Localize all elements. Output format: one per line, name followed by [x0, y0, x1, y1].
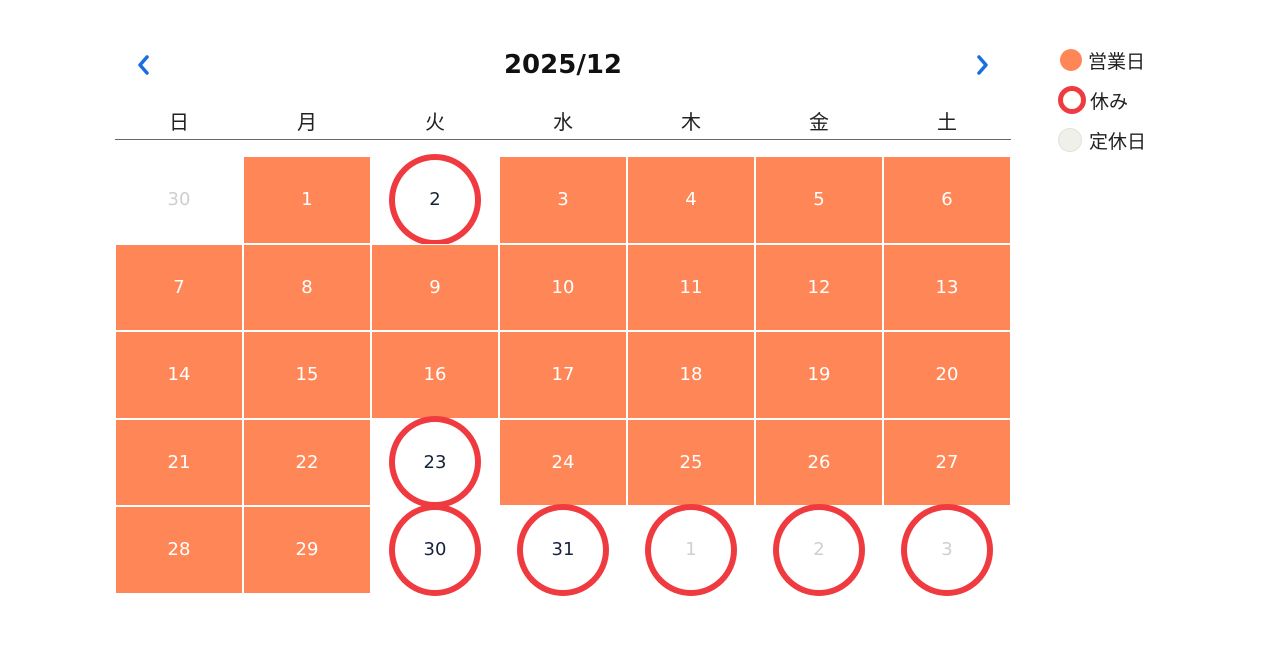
day-cell-open[interactable]: 14	[115, 331, 243, 419]
weekday-tue: 火	[425, 110, 445, 134]
day-cell-closed[interactable]: 23	[371, 416, 499, 508]
day-cell-closed[interactable]: 30	[371, 503, 499, 596]
day-number: 2	[813, 539, 825, 561]
day-number: 19	[807, 364, 831, 386]
legend-closed-label: 休み	[1090, 90, 1129, 113]
day-number: 10	[551, 276, 575, 298]
legend-item-regular-holiday: 定休日	[1058, 120, 1146, 160]
day-number: 7	[173, 276, 185, 298]
legend-regular-holiday-label: 定休日	[1089, 130, 1147, 153]
day-cell-open[interactable]: 6	[883, 156, 1011, 244]
day-number: 14	[167, 364, 191, 386]
calendar-header: 2025/12	[115, 40, 1011, 90]
day-cell-open[interactable]: 20	[883, 331, 1011, 419]
day-number: 16	[423, 364, 447, 386]
chevron-right-icon	[977, 55, 988, 75]
day-number: 18	[679, 364, 703, 386]
weekday-sun: 日	[169, 110, 189, 134]
day-number: 17	[551, 364, 575, 386]
day-number: 30	[167, 189, 191, 211]
day-cell-open[interactable]: 18	[627, 331, 755, 419]
day-number: 6	[941, 189, 953, 211]
day-number: 31	[551, 539, 575, 561]
legend: 営業日 休み 定休日	[1058, 40, 1146, 160]
day-cell-other[interactable]: 30	[115, 156, 243, 244]
day-cell-open[interactable]: 25	[627, 418, 755, 506]
day-number: 1	[685, 539, 697, 561]
day-cell-open[interactable]: 19	[755, 331, 883, 419]
day-number: 30	[423, 539, 447, 561]
day-number: 20	[935, 364, 959, 386]
day-number: 27	[935, 451, 959, 473]
day-cell-open[interactable]: 29	[243, 506, 371, 594]
chevron-left-icon	[138, 55, 149, 75]
day-number: 11	[679, 276, 703, 298]
day-cell-open[interactable]: 8	[243, 243, 371, 331]
day-cell-other-closed[interactable]: 1	[627, 503, 755, 596]
day-cell-open[interactable]: 1	[243, 156, 371, 244]
day-number: 29	[295, 539, 319, 561]
day-cell-open[interactable]: 9	[371, 243, 499, 331]
day-cell-open[interactable]: 10	[499, 243, 627, 331]
day-cell-open[interactable]: 24	[499, 418, 627, 506]
calendar-grid: 30 1 2 3 4 5 6 7 8 9 10 11 12 13 14 15 16 17 18 19 20 21 22 23 2…	[115, 153, 1011, 596]
weekday-mon: 月	[297, 110, 317, 134]
legend-item-closed: 休み	[1058, 80, 1146, 120]
day-number: 13	[935, 276, 959, 298]
day-cell-open[interactable]: 28	[115, 506, 243, 594]
day-number: 2	[429, 189, 441, 211]
day-number: 5	[813, 189, 825, 211]
day-number: 28	[167, 539, 191, 561]
day-number: 25	[679, 451, 703, 473]
day-number: 4	[685, 189, 697, 211]
day-cell-open[interactable]: 13	[883, 243, 1011, 331]
weekday-fri: 金	[809, 110, 829, 134]
weekday-header: 日 月 火 水 木 金 土	[115, 105, 1011, 140]
next-month-button[interactable]	[963, 48, 1003, 82]
day-number: 3	[557, 189, 569, 211]
day-number: 23	[423, 451, 447, 473]
day-cell-open[interactable]: 22	[243, 418, 371, 506]
day-number: 15	[295, 364, 319, 386]
day-cell-other-closed[interactable]: 2	[755, 503, 883, 596]
closed-day-ring-icon	[1058, 86, 1086, 114]
day-number: 9	[429, 276, 441, 298]
regular-holiday-swatch-icon	[1058, 128, 1082, 152]
day-number: 12	[807, 276, 831, 298]
day-number: 26	[807, 451, 831, 473]
day-cell-open[interactable]: 3	[499, 156, 627, 244]
day-cell-open[interactable]: 16	[371, 331, 499, 419]
day-cell-open[interactable]: 12	[755, 243, 883, 331]
month-title: 2025/12	[503, 50, 623, 80]
legend-open-label: 営業日	[1088, 50, 1146, 73]
day-cell-closed[interactable]: 31	[499, 503, 627, 596]
day-cell-open[interactable]: 4	[627, 156, 755, 244]
day-number: 3	[941, 539, 953, 561]
weekday-thu: 木	[681, 110, 701, 134]
day-number: 24	[551, 451, 575, 473]
day-cell-open[interactable]: 7	[115, 243, 243, 331]
day-cell-closed[interactable]: 2	[371, 153, 499, 246]
day-number: 8	[301, 276, 313, 298]
open-day-swatch-icon	[1060, 49, 1082, 71]
weekday-wed: 水	[553, 110, 573, 134]
day-cell-open[interactable]: 21	[115, 418, 243, 506]
day-cell-open[interactable]: 17	[499, 331, 627, 419]
day-number: 1	[301, 189, 313, 211]
day-cell-open[interactable]: 15	[243, 331, 371, 419]
prev-month-button[interactable]	[123, 48, 163, 82]
day-cell-other-closed[interactable]: 3	[883, 503, 1011, 596]
day-cell-open[interactable]: 27	[883, 418, 1011, 506]
day-cell-open[interactable]: 5	[755, 156, 883, 244]
day-cell-open[interactable]: 11	[627, 243, 755, 331]
legend-item-open: 営業日	[1058, 40, 1146, 80]
day-number: 21	[167, 451, 191, 473]
day-number: 22	[295, 451, 319, 473]
weekday-sat: 土	[937, 110, 957, 134]
day-cell-open[interactable]: 26	[755, 418, 883, 506]
